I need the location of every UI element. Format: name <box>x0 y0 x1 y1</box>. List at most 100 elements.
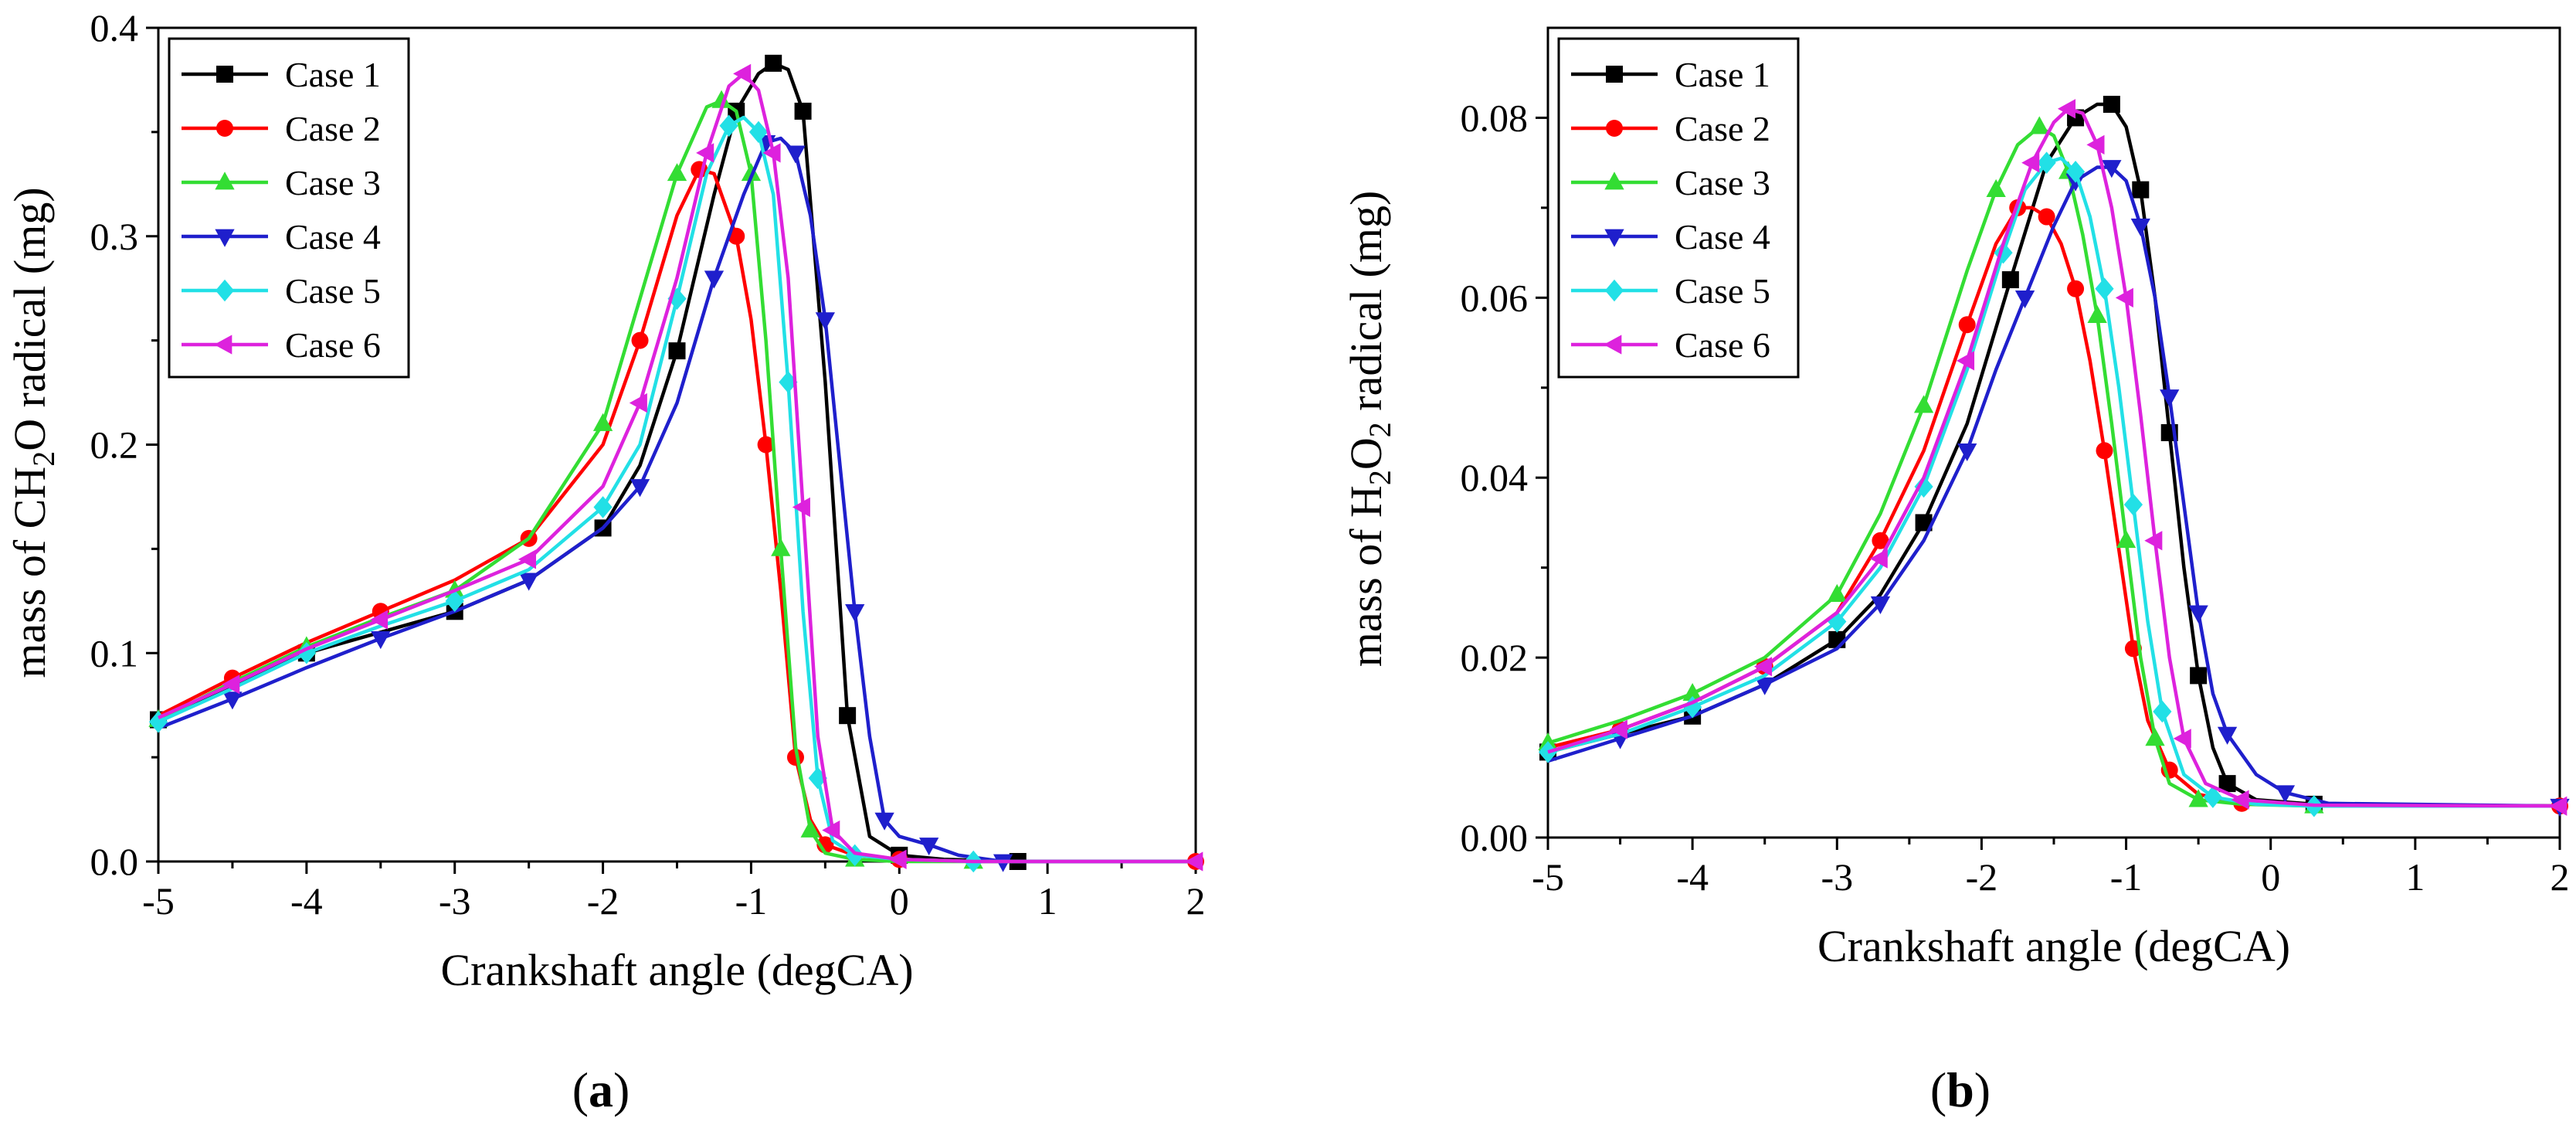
legend-label: Case 6 <box>1675 325 1770 365</box>
data-point <box>667 163 687 182</box>
data-point <box>592 413 613 431</box>
data-point <box>2144 531 2163 551</box>
series-case-6 <box>1547 99 2568 816</box>
y-tick-label: 0.04 <box>1461 456 1529 499</box>
x-tick-label: 2 <box>1186 879 1206 923</box>
legend-label: Case 4 <box>285 217 381 257</box>
data-point <box>1913 395 1934 413</box>
series-line <box>1547 156 2560 808</box>
legend-label: Case 1 <box>285 55 381 94</box>
data-point <box>711 90 731 108</box>
series-line <box>158 72 1196 864</box>
series-line <box>1547 124 2560 808</box>
x-tick-label: 0 <box>890 879 909 923</box>
data-point <box>748 121 769 144</box>
legend-label: Case 4 <box>1675 217 1770 257</box>
data-point <box>630 479 650 498</box>
data-point <box>888 849 907 869</box>
data-point <box>1986 178 2006 197</box>
x-tick-label: -4 <box>290 879 323 923</box>
data-point <box>518 573 539 591</box>
x-tick-label: -2 <box>1966 855 1998 899</box>
data-point <box>1914 475 1933 498</box>
data-point <box>593 496 613 518</box>
legend-label: Case 3 <box>285 163 381 202</box>
y-tick-label: 0.02 <box>1461 636 1529 679</box>
legend-label: Case 2 <box>1675 109 1770 148</box>
data-point <box>2038 208 2055 226</box>
legend-box <box>1557 37 1800 379</box>
x-tick-label: 2 <box>2551 855 2570 899</box>
legend-marker <box>1604 335 1622 355</box>
data-point <box>800 819 820 838</box>
x-tick-label: -5 <box>1532 855 1564 899</box>
x-tick-label: -3 <box>439 879 471 923</box>
data-point <box>629 392 647 413</box>
data-point <box>2086 134 2105 155</box>
data-point <box>518 549 536 569</box>
legend-marker <box>216 66 233 83</box>
data-point <box>771 538 791 556</box>
series-case-4 <box>1547 160 2570 817</box>
legend-marker <box>1604 229 1624 247</box>
legend-marker <box>215 172 235 190</box>
data-point <box>2001 271 2019 289</box>
data-point <box>2057 99 2076 119</box>
legend-label: Case 6 <box>285 325 381 365</box>
x-tick-label: 1 <box>1038 879 1057 923</box>
y-tick-label: 0.3 <box>90 215 139 258</box>
data-point <box>1755 677 1775 695</box>
data-point <box>2115 287 2133 308</box>
data-point <box>741 163 762 182</box>
legend-box <box>168 37 410 379</box>
data-point <box>2021 153 2040 173</box>
data-point <box>2096 442 2113 460</box>
y-tick-label: 0.2 <box>90 423 139 467</box>
data-point <box>792 497 810 518</box>
series-line <box>157 168 1196 864</box>
data-point <box>719 114 738 138</box>
data-point <box>2116 529 2136 549</box>
x-tick-label: -1 <box>735 879 768 923</box>
data-point <box>1957 443 1977 462</box>
data-point <box>631 331 649 349</box>
data-point <box>2173 729 2191 749</box>
data-point <box>1683 695 1702 719</box>
y-axis-title: mass of CH2O radical (mg) <box>5 187 61 678</box>
data-point <box>1872 532 1889 549</box>
y-tick-label: 0.1 <box>90 631 139 675</box>
data-point <box>445 590 464 613</box>
series-case-6 <box>158 63 1203 872</box>
data-point <box>839 707 857 725</box>
legend-label: Case 5 <box>285 271 381 311</box>
data-point <box>2095 277 2114 300</box>
data-point <box>786 145 806 164</box>
y-tick-label: 0.0 <box>90 840 139 883</box>
data-point <box>668 342 686 360</box>
legend-marker <box>214 335 232 355</box>
series-line <box>158 115 1196 864</box>
x-tick-label: -2 <box>587 879 619 923</box>
data-point <box>222 675 240 695</box>
data-point <box>2037 151 2056 174</box>
y-tick-label: 0.4 <box>90 6 139 49</box>
data-point <box>222 692 243 710</box>
chart-a: -5 -4 -3 -2 -1 0 1 2 0.0 0.1 0.2 0.3 0.4 Crankshaft a… <box>5 6 1206 1117</box>
data-point <box>1956 351 1975 371</box>
legend-marker <box>1606 120 1623 137</box>
data-point <box>1828 630 1846 648</box>
legend-label: Case 2 <box>285 109 381 148</box>
data-point <box>2190 667 2208 685</box>
data-point <box>696 143 714 163</box>
panel-caption: (b) <box>1930 1062 1991 1117</box>
x-axis-title: Crankshaft angle (degCA) <box>1817 921 2290 971</box>
legend-marker <box>215 279 235 302</box>
legend-label: Case 3 <box>1675 163 1770 202</box>
data-point <box>2549 796 2568 816</box>
data-point <box>2153 700 2172 723</box>
x-tick-label: 0 <box>2261 855 2280 899</box>
data-point <box>1869 549 1888 569</box>
series-line <box>158 61 1196 864</box>
data-point <box>1185 851 1203 872</box>
data-point <box>2217 726 2238 745</box>
